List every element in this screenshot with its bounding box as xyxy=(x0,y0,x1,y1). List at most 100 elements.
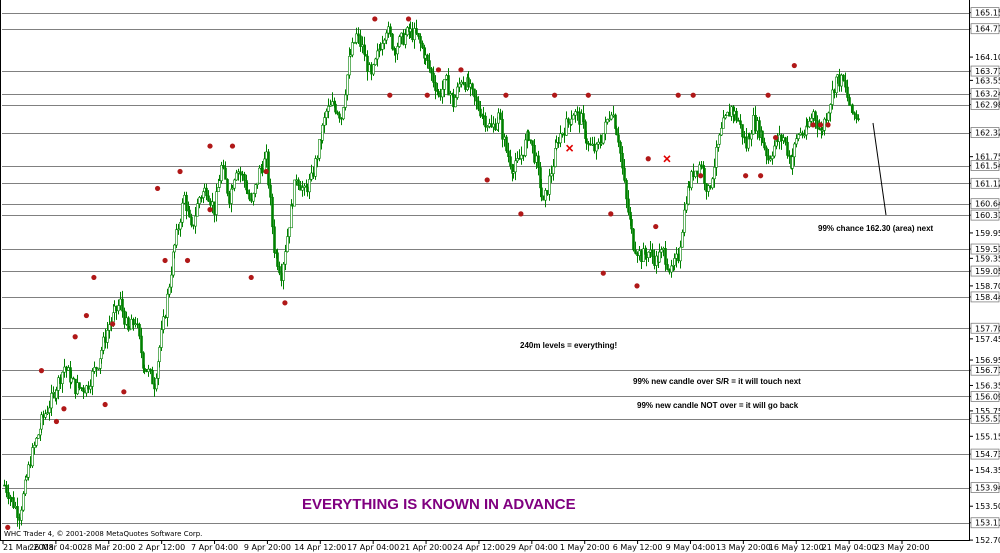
candle-body xyxy=(383,39,386,44)
y-tick-label: 156.35 xyxy=(975,381,1000,390)
candle-body xyxy=(160,329,163,348)
candle-body xyxy=(218,180,221,188)
swing-marker-dot xyxy=(72,334,78,340)
candle-body xyxy=(16,506,19,518)
candle-body xyxy=(855,114,858,119)
swing-marker-dot xyxy=(675,92,681,98)
levels-annotation: 240m levels = everything! xyxy=(520,341,617,350)
y-level-label-box xyxy=(970,265,1000,277)
headline-annotation: EVERYTHING IS KNOWN IN ADVANCE xyxy=(302,496,576,513)
swing-marker-dot xyxy=(690,92,696,98)
candle-body xyxy=(829,104,832,114)
candle-body xyxy=(681,232,684,248)
candle-body xyxy=(477,100,480,110)
candle-body xyxy=(179,221,182,230)
candle-body xyxy=(301,187,304,191)
candle-body xyxy=(604,121,607,134)
swing-marker-dot xyxy=(825,122,831,128)
y-tick-label: 153.11 xyxy=(975,519,1000,528)
candle-body xyxy=(509,156,512,167)
y-level-label-box xyxy=(970,127,1000,138)
candle-body xyxy=(505,136,508,152)
candle-body xyxy=(108,324,111,331)
swing-marker-dot xyxy=(38,368,45,374)
candle-body xyxy=(623,167,626,181)
y-tick-label: 156.09 xyxy=(975,392,1000,401)
candle-body xyxy=(417,32,420,37)
candle-body xyxy=(685,203,688,211)
candle-body xyxy=(70,377,73,383)
y-tick-label: 155.57 xyxy=(975,415,1000,424)
y-tick-label: 161.75 xyxy=(975,153,1000,162)
candle-body xyxy=(252,193,255,202)
candle-body xyxy=(572,114,575,120)
swing-marker-dot xyxy=(207,207,213,213)
candle-body xyxy=(791,156,794,169)
candle-body xyxy=(314,158,317,177)
y-tick-label: 159.57 xyxy=(975,245,1000,254)
candle-body xyxy=(707,185,710,192)
y-tick-label: 163.77 xyxy=(975,67,1000,76)
candle-body xyxy=(200,197,203,199)
candle-body xyxy=(74,378,77,395)
candle-body xyxy=(814,111,817,121)
y-tick-label: 159.35 xyxy=(975,254,1000,263)
candle-body xyxy=(147,368,150,373)
candle-body xyxy=(44,413,47,418)
candle-body xyxy=(175,229,178,246)
candle-body xyxy=(243,173,246,181)
candle-body xyxy=(462,81,465,85)
candle-body xyxy=(48,407,51,413)
y-tick-label: 153.50 xyxy=(975,502,1000,511)
candle-body xyxy=(827,112,830,121)
price-axis: 165.15 164.77 164.10 163.77163.55 163.24 162.… xyxy=(969,7,1000,545)
candle-body xyxy=(67,367,70,371)
candle-body xyxy=(231,187,234,190)
candle-body xyxy=(329,104,332,107)
candle-body xyxy=(769,158,772,161)
candle-body xyxy=(140,335,143,354)
x-tick-label: 13 May 20:00 xyxy=(716,543,771,552)
candle-body xyxy=(177,228,180,231)
y-tick-label: 156.71 xyxy=(975,366,1000,375)
candle-body xyxy=(106,330,109,343)
chance-pointer-line xyxy=(872,122,887,216)
candle-body xyxy=(610,114,613,120)
candle-body xyxy=(851,104,854,114)
candle-body xyxy=(168,286,171,295)
candle-body xyxy=(349,54,352,57)
candle-body xyxy=(164,316,167,319)
candle-body xyxy=(763,142,766,149)
candle-body xyxy=(344,94,347,108)
x-tick-label: 16 May 12:00 xyxy=(769,543,824,552)
y-tick-label: 159.05 xyxy=(975,267,1000,276)
candle-body xyxy=(364,54,367,57)
swing-marker-dot xyxy=(154,185,161,192)
candle-body xyxy=(143,368,146,370)
candle-body xyxy=(761,130,764,143)
candle-body xyxy=(27,464,30,478)
candle-body xyxy=(548,175,551,195)
candle-body xyxy=(404,34,407,45)
candle-body xyxy=(102,336,105,351)
candle-body xyxy=(278,266,281,274)
candle-body xyxy=(286,236,289,252)
candle-body xyxy=(711,178,714,189)
candle-body xyxy=(786,141,789,156)
candle-body xyxy=(100,350,103,360)
candle-body xyxy=(202,191,205,198)
candle-body xyxy=(207,195,210,202)
candle-body xyxy=(151,370,154,385)
candle-body xyxy=(50,393,53,409)
y-tick-label: 154.35 xyxy=(975,466,1000,475)
candle-body xyxy=(846,86,849,98)
candle-body xyxy=(366,55,369,72)
candle-body xyxy=(351,42,354,56)
swing-marker-dot xyxy=(765,92,771,98)
candle-body xyxy=(250,198,253,202)
swing-marker-dot xyxy=(552,92,558,98)
swing-marker-dot xyxy=(585,92,591,98)
candle-body xyxy=(771,155,774,159)
y-level-label-box xyxy=(970,198,1000,210)
swing-marker-dot xyxy=(634,283,640,289)
